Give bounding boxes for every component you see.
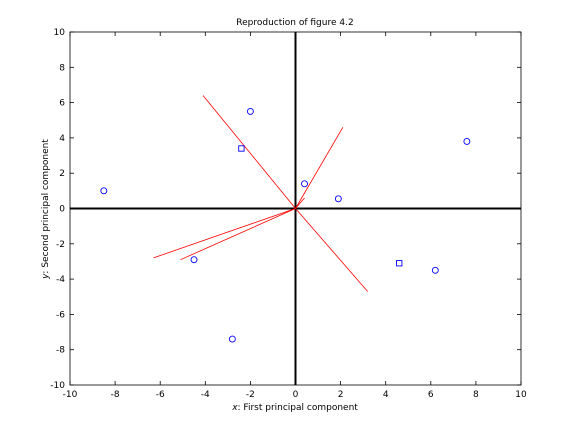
x-axis-text: : First principal component bbox=[238, 403, 359, 413]
loading-vector bbox=[295, 208, 368, 292]
y-tick-label: 10 bbox=[54, 28, 66, 38]
y-tick-label: 6 bbox=[59, 99, 65, 109]
circle-point bbox=[100, 187, 108, 195]
loading-vector bbox=[295, 197, 305, 209]
x-tick-label: 10 bbox=[515, 390, 527, 400]
y-axis-variable: y bbox=[41, 273, 51, 280]
x-tick-label: 6 bbox=[428, 390, 434, 400]
x-tick-label: 4 bbox=[383, 390, 389, 400]
y-tick-label: 0 bbox=[59, 205, 65, 215]
x-tick-label: -10 bbox=[63, 390, 78, 400]
circle-point bbox=[190, 256, 198, 264]
square-point bbox=[238, 145, 245, 152]
circle-point bbox=[334, 195, 342, 203]
square-point bbox=[396, 260, 403, 267]
x-tick-label: -4 bbox=[201, 390, 210, 400]
y-axis-text: : Second principal component bbox=[41, 139, 51, 274]
circle-point bbox=[431, 266, 439, 274]
loading-vector bbox=[153, 208, 296, 259]
y-tick-label: -10 bbox=[50, 381, 65, 391]
x-tick-label: 8 bbox=[473, 390, 479, 400]
x-axis-label: x: First principal component bbox=[231, 403, 358, 413]
x-tick-label: -6 bbox=[156, 390, 165, 400]
circle-point bbox=[246, 107, 254, 115]
x-tick-label: -2 bbox=[246, 390, 255, 400]
x-tick-label: -8 bbox=[111, 390, 120, 400]
circle-point bbox=[463, 137, 471, 145]
chart-title: Reproduction of figure 4.2 bbox=[236, 18, 353, 28]
x-tick-label: 0 bbox=[293, 390, 299, 400]
y-tick-label: 4 bbox=[59, 134, 65, 144]
circle-point bbox=[301, 180, 308, 188]
y-tick-label: 2 bbox=[59, 169, 65, 179]
axis-tick-labels: -10 -8 -6 -4 -2 0 2 4 6 8 10 -10 -8 -6 -4 -2 0 2 4 6 8 10 bbox=[50, 28, 527, 400]
x-axis-variable: x bbox=[231, 403, 238, 413]
x-tick-label: 2 bbox=[338, 390, 344, 400]
loading-vectors bbox=[153, 95, 368, 292]
loading-vector bbox=[295, 127, 344, 209]
loading-vector bbox=[202, 95, 296, 209]
y-tick-label: 8 bbox=[59, 63, 65, 73]
data-points bbox=[100, 107, 471, 343]
y-tick-label: -8 bbox=[56, 346, 65, 356]
y-tick-label: -2 bbox=[56, 240, 65, 250]
circle-point bbox=[228, 335, 236, 343]
y-tick-label: -6 bbox=[56, 310, 65, 320]
y-axis-label: y: Second principal component bbox=[41, 139, 51, 280]
y-tick-label: -4 bbox=[56, 275, 65, 285]
loading-vector bbox=[180, 208, 296, 261]
